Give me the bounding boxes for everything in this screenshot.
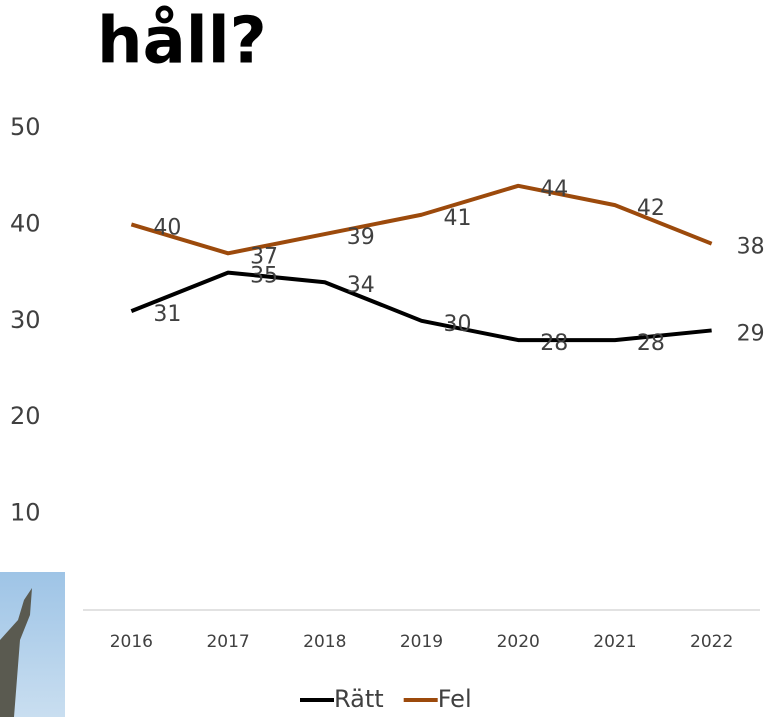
chart-title: håll?	[97, 5, 267, 79]
data-label: 44	[540, 177, 568, 202]
series-line	[130, 183, 713, 256]
x-tick-label: 2020	[497, 632, 540, 652]
data-label: 38	[737, 235, 765, 260]
y-tick-label: 30	[10, 306, 41, 334]
x-tick-label: 2017	[206, 632, 249, 652]
y-tick-label: 20	[10, 402, 41, 430]
legend-label: Fel	[438, 685, 472, 713]
statue	[0, 588, 32, 717]
data-label: 40	[153, 215, 181, 240]
x-tick-label: 2022	[690, 632, 733, 652]
data-label: 37	[250, 244, 278, 269]
x-tick-label: 2019	[400, 632, 443, 652]
y-tick-label: 10	[10, 499, 41, 527]
x-tick-label: 2016	[110, 632, 153, 652]
data-label: 34	[347, 273, 375, 298]
y-tick-label: 50	[10, 113, 41, 141]
data-label: 29	[737, 321, 765, 346]
data-label: 41	[444, 206, 472, 231]
data-label: 28	[540, 331, 568, 356]
y-tick-label: 40	[10, 209, 41, 237]
data-label: 28	[637, 331, 665, 356]
data-label: 31	[153, 302, 181, 327]
data-label: 42	[637, 196, 665, 221]
x-tick-label: 2018	[303, 632, 346, 652]
data-label: 35	[250, 264, 278, 289]
legend-label: Rätt	[334, 685, 384, 713]
series-line	[130, 270, 712, 343]
x-tick-label: 2021	[593, 632, 636, 652]
data-label: 30	[444, 312, 472, 337]
data-label: 39	[347, 225, 375, 250]
